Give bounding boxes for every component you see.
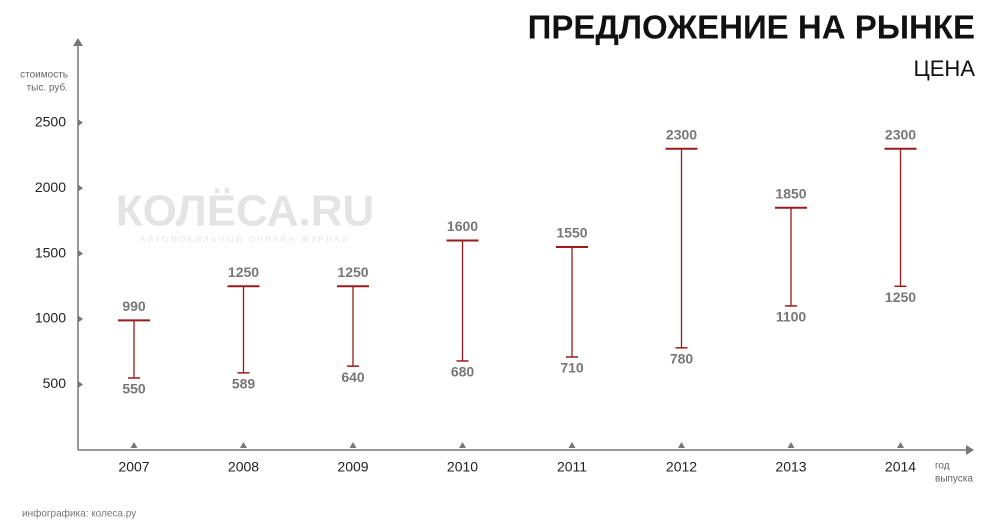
low-label: 680 — [451, 364, 475, 380]
watermark: КОЛЁСА.RU — [116, 187, 375, 236]
y-axis-arrow — [73, 38, 83, 46]
watermark-tagline: АВТОМОБИЛЬНЫЙ ОНЛАЙН-ЖУРНАЛ — [140, 235, 350, 244]
x-tick — [459, 442, 466, 448]
low-label: 780 — [670, 351, 694, 367]
x-axis-arrow — [966, 445, 974, 455]
x-tick-label: 2011 — [557, 459, 587, 475]
x-tick — [130, 442, 138, 448]
low-label: 589 — [232, 376, 256, 392]
y-tick-label: 1500 — [35, 244, 66, 260]
high-label: 1250 — [337, 264, 368, 280]
x-axis-label: год — [935, 461, 950, 472]
chart-subtitle: ЦЕНА — [913, 56, 975, 81]
y-tick-label: 500 — [43, 375, 67, 391]
footer: инфографика: колеса.ру — [22, 508, 136, 520]
x-tick-label: 2014 — [885, 459, 916, 475]
low-label: 550 — [122, 381, 146, 397]
high-label: 990 — [122, 298, 146, 314]
x-tick — [349, 442, 357, 448]
low-label: 1250 — [885, 289, 916, 305]
high-label: 2300 — [885, 126, 916, 142]
y-tick-label: 1000 — [35, 310, 66, 326]
high-label: 1250 — [228, 264, 259, 280]
high-label: 2300 — [666, 126, 697, 142]
x-tick-label: 2013 — [775, 459, 806, 475]
x-tick-label: 2012 — [666, 459, 697, 475]
x-tick-label: 2009 — [337, 459, 368, 475]
high-label: 1600 — [447, 218, 478, 234]
x-tick-label: 2010 — [447, 459, 478, 475]
high-label: 1850 — [775, 185, 806, 201]
y-axis-label: тыс. руб. — [27, 82, 68, 94]
low-label: 710 — [560, 360, 584, 376]
low-label: 640 — [341, 369, 365, 385]
y-tick — [78, 381, 83, 389]
y-tick — [78, 250, 83, 258]
y-tick-label: 2000 — [35, 179, 66, 195]
chart-title: ПРЕДЛОЖЕНИЕ НА РЫНКЕ — [528, 9, 975, 46]
x-axis-label: выпуска — [935, 474, 973, 485]
x-tick — [240, 442, 247, 448]
high-label: 1550 — [556, 225, 587, 241]
x-tick-label: 2007 — [118, 459, 149, 475]
y-axis-label: стоимость — [20, 70, 68, 81]
x-tick — [787, 442, 795, 448]
y-tick — [78, 184, 83, 192]
low-label: 1100 — [776, 309, 807, 325]
x-tick — [897, 442, 904, 448]
y-tick — [78, 315, 83, 323]
x-tick — [568, 442, 576, 448]
x-tick — [678, 442, 685, 448]
y-tick — [78, 119, 83, 127]
x-tick-label: 2008 — [228, 459, 259, 475]
y-tick-label: 2500 — [35, 113, 66, 129]
